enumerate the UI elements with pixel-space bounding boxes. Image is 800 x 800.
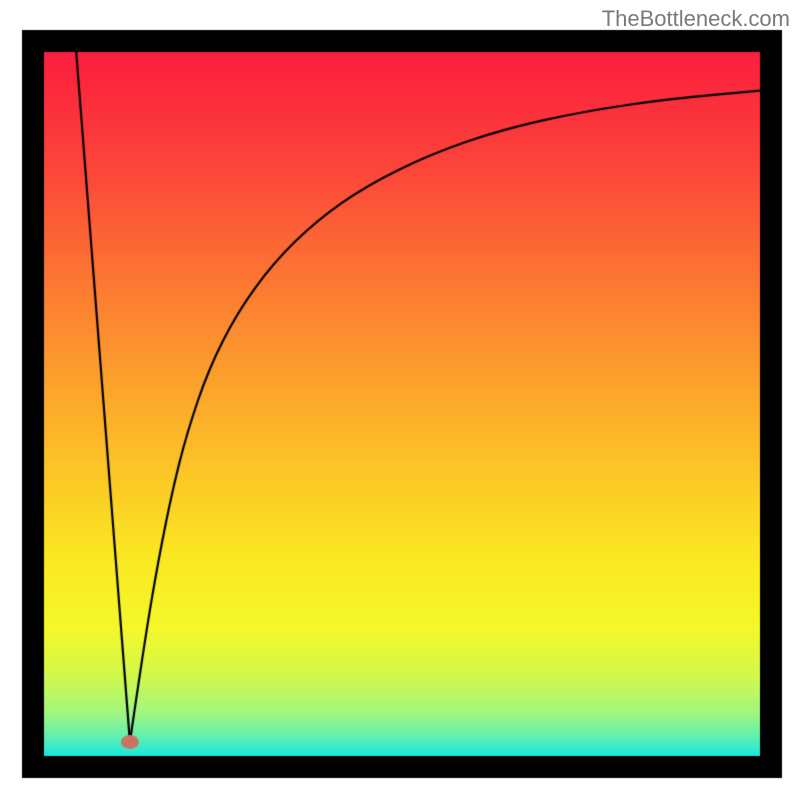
watermark-text: TheBottleneck.com bbox=[602, 6, 790, 32]
chart-container: TheBottleneck.com bbox=[0, 0, 800, 800]
bottleneck-curve-chart bbox=[0, 0, 800, 800]
